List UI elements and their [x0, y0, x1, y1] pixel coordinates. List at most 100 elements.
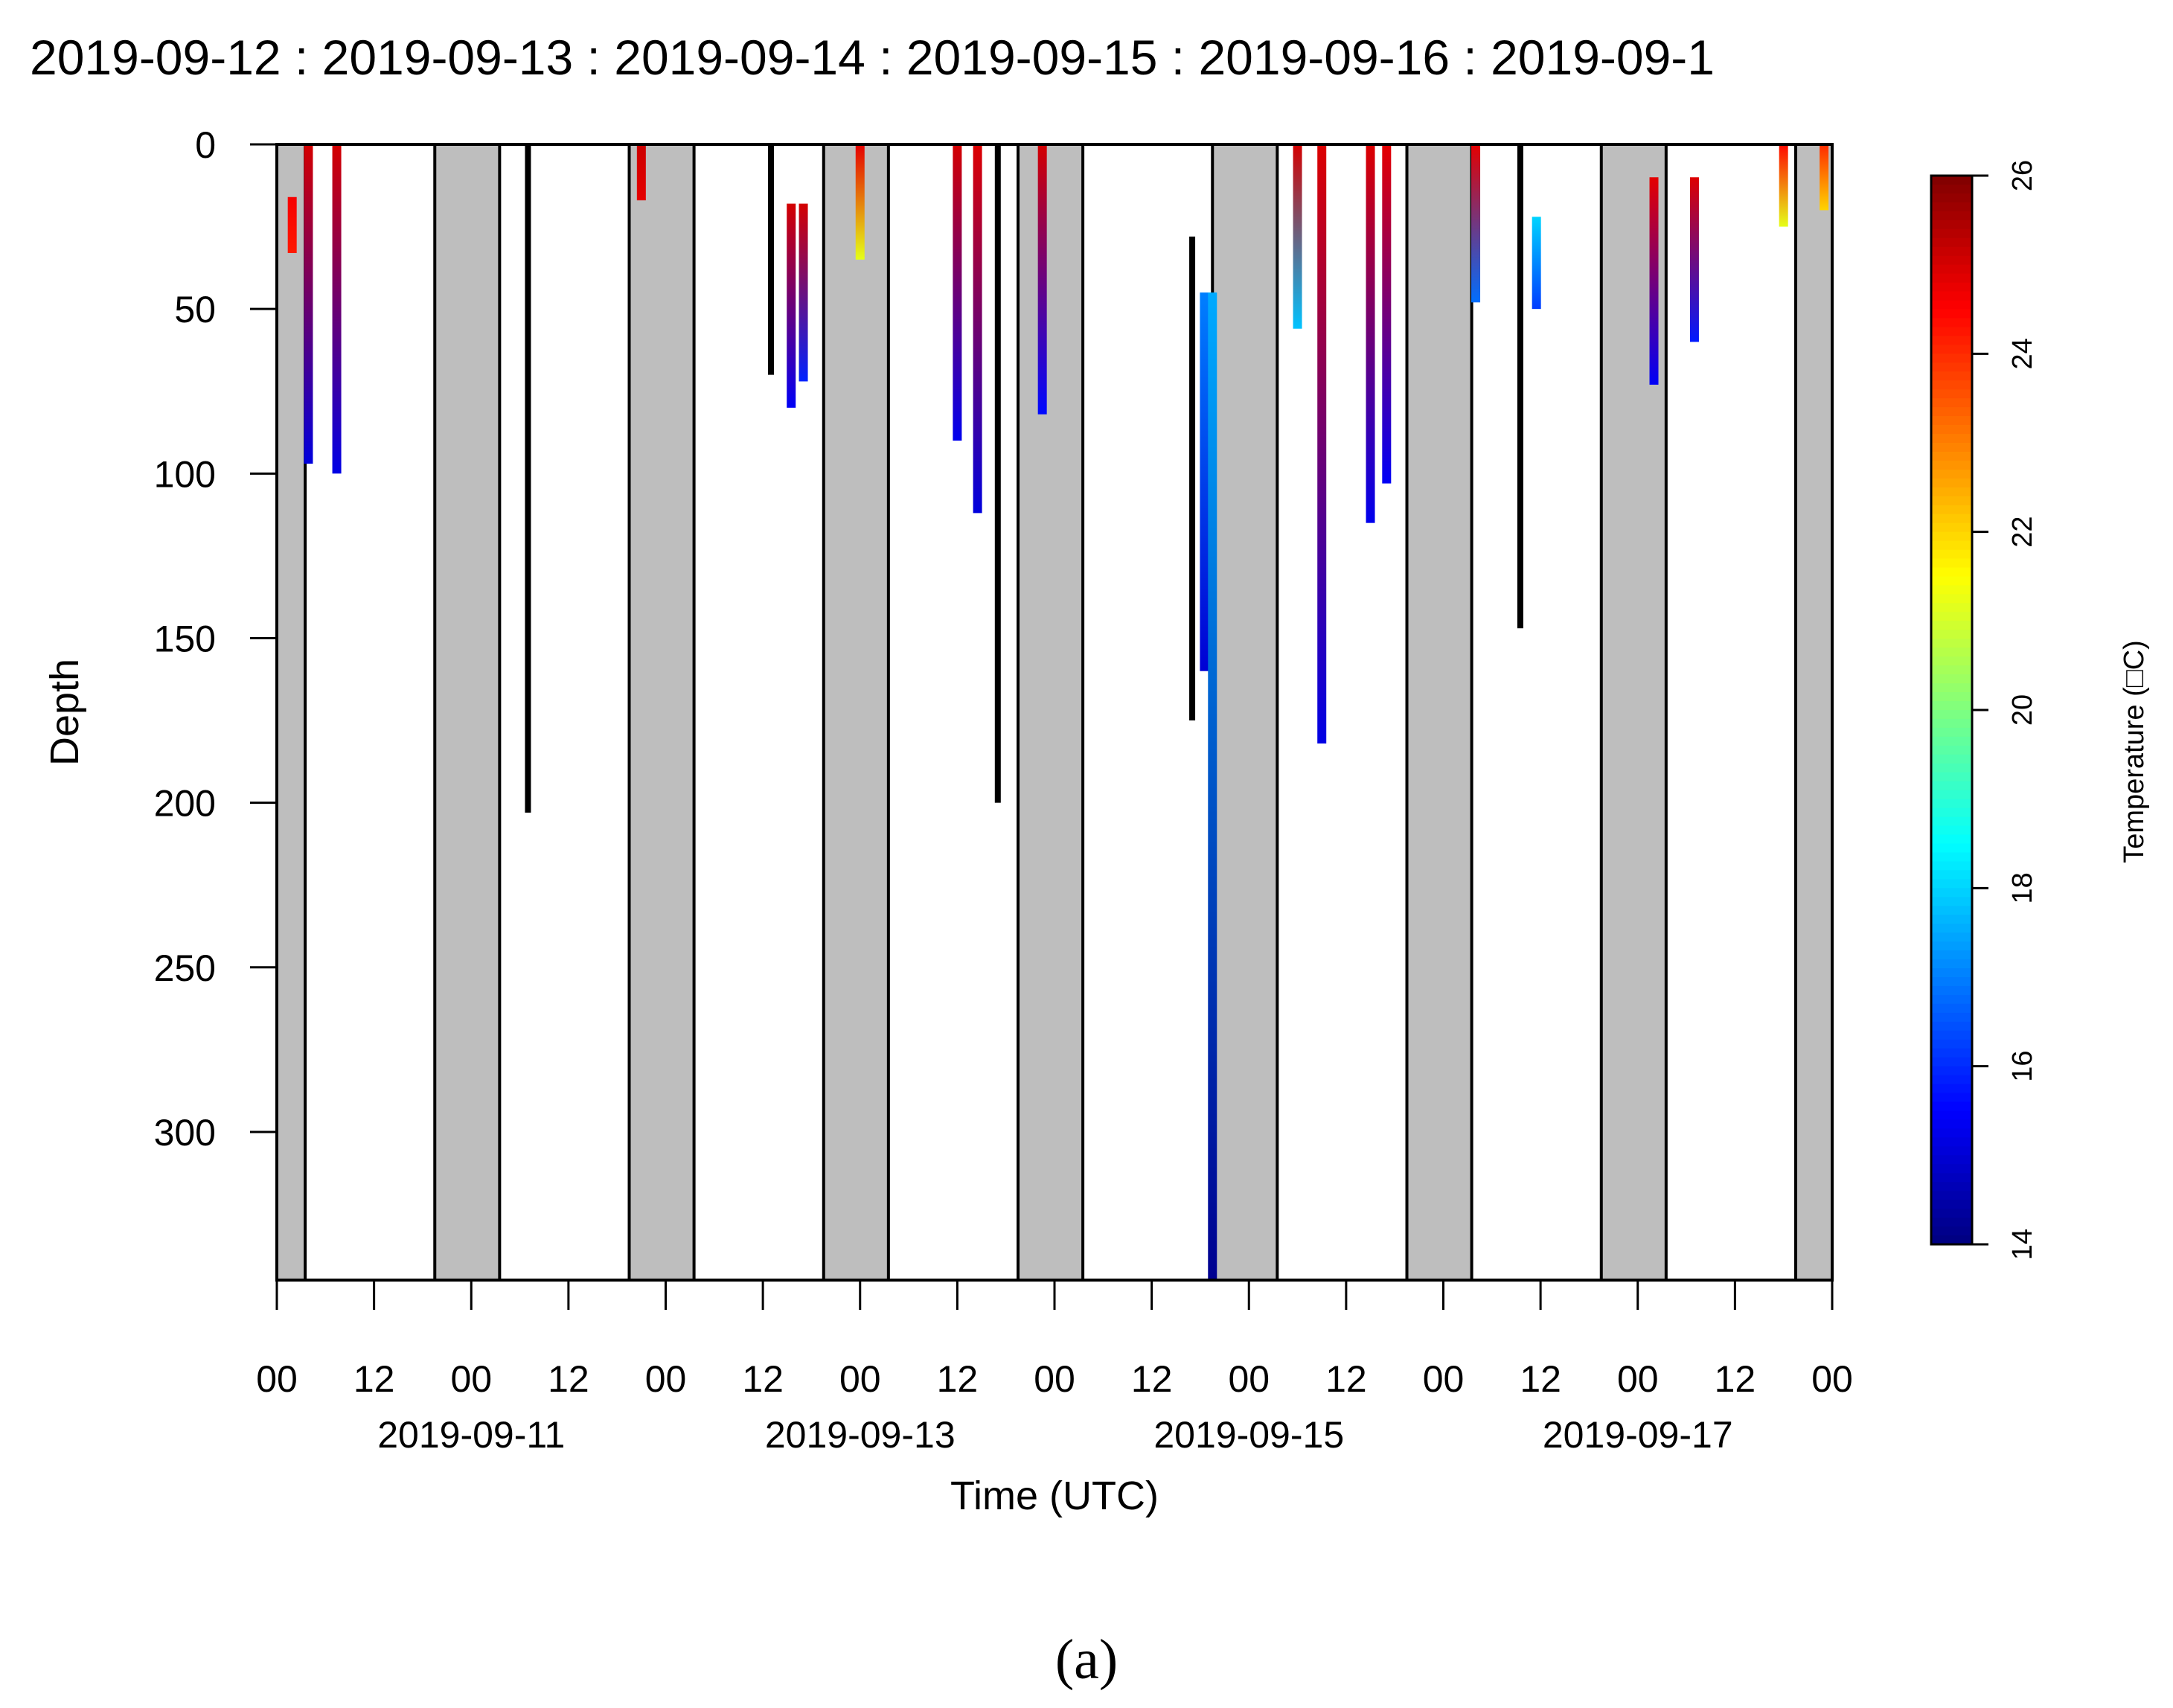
colorbar-segment [1931, 888, 1972, 898]
colorbar-segment [1931, 1039, 1972, 1049]
colorbar-segment [1931, 407, 1972, 418]
colorbar-segment [1931, 522, 1972, 533]
colorbar-segment [1931, 1110, 1972, 1121]
y-tick-label: 150 [154, 618, 216, 659]
colorbar-tick-label: 22 [2007, 516, 2038, 548]
colorbar-segment [1931, 309, 1972, 319]
x-date-label: 2019-09-13 [765, 1414, 956, 1456]
colorbar-segment [1931, 291, 1972, 301]
colorbar-segment [1931, 389, 1972, 400]
colorbar-segment [1931, 1164, 1972, 1174]
colorbar-segment [1931, 451, 1972, 461]
night-shading-band [433, 143, 502, 1282]
colorbar-segment [1931, 852, 1972, 863]
colorbar-segment [1931, 736, 1972, 746]
colorbar-segment [1931, 950, 1972, 961]
colorbar-segment [1931, 985, 1972, 996]
colorbar-segment [1931, 1012, 1972, 1023]
dive-profile-temperature [1382, 144, 1392, 484]
colorbar-segment [1931, 540, 1972, 551]
dive-profile-temperature [1208, 292, 1217, 1281]
colorbar-segment [1931, 1146, 1972, 1157]
colorbar-segment [1931, 968, 1972, 978]
colorbar-segment [1931, 558, 1972, 569]
colorbar-tick-label: 18 [2007, 872, 2038, 903]
colorbar-segment [1931, 211, 1972, 221]
dive-profile-temperature [287, 196, 297, 253]
colorbar-segment [1931, 807, 1972, 818]
colorbar-segment [1931, 656, 1972, 667]
colorbar-segment [1931, 1218, 1972, 1228]
colorbar-segment [1931, 202, 1972, 212]
x-tick-label: 12 [1131, 1358, 1173, 1400]
colorbar-segment [1931, 487, 1972, 497]
x-tick-label: 12 [1715, 1358, 1756, 1400]
colorbar-segment [1931, 531, 1972, 542]
colorbar-segment [1931, 220, 1972, 230]
dive-profile-no-temperature [1189, 236, 1196, 721]
night-shading-band [1017, 143, 1085, 1282]
dive-profile-temperature [1649, 177, 1659, 385]
night-shading-band [1405, 143, 1473, 1282]
colorbar-segment [1931, 345, 1972, 355]
colorbar-segment [1931, 1155, 1972, 1165]
colorbar-segment [1931, 1030, 1972, 1040]
y-axis: 0 50 100 150 200 250 300 [154, 124, 277, 1154]
top-date-title: 2019-09-12 : 2019-09-13 : 2019-09-14 : 2… [30, 30, 1715, 85]
dive-profile-temperature [1037, 144, 1047, 415]
colorbar-segment [1931, 692, 1972, 703]
colorbar-tick-label: 24 [2007, 338, 2038, 369]
x-tick-label: 00 [1423, 1358, 1465, 1400]
dive-profile-no-temperature [768, 144, 775, 375]
colorbar-tick-label: 26 [2007, 160, 2038, 191]
colorbar-segment [1931, 710, 1972, 720]
colorbar-segment [1931, 255, 1972, 266]
colorbar-segment [1931, 184, 1972, 194]
colorbar-segment [1931, 1003, 1972, 1014]
colorbar-segment [1931, 816, 1972, 827]
colorbar-segment [1931, 585, 1972, 595]
figure-caption: (a) [1055, 1628, 1118, 1691]
colorbar-segment [1931, 1182, 1972, 1192]
colorbar-segment [1931, 772, 1972, 782]
night-shading-band [822, 143, 890, 1282]
dive-profile-temperature [973, 144, 982, 514]
colorbar-segment [1931, 264, 1972, 275]
colorbar-segment [1931, 460, 1972, 470]
colorbar-segment [1931, 1075, 1972, 1085]
y-tick-label: 300 [154, 1112, 216, 1154]
colorbar-segment [1931, 354, 1972, 364]
dive-profile-temperature [1820, 144, 1829, 211]
x-tick-label: 12 [548, 1358, 589, 1400]
colorbar-segment [1931, 576, 1972, 586]
colorbar-segment [1931, 745, 1972, 755]
x-date-label: 2019-09-15 [1153, 1414, 1344, 1456]
colorbar-segment [1931, 701, 1972, 711]
colorbar-segment [1931, 193, 1972, 203]
colorbar-segment [1931, 603, 1972, 613]
colorbar-segment [1931, 416, 1972, 426]
x-tick-label: 00 [645, 1358, 687, 1400]
colorbar-segment [1931, 959, 1972, 970]
colorbar-segment [1931, 621, 1972, 631]
colorbar-segment [1931, 1200, 1972, 1210]
colorbar-segment [1931, 327, 1972, 337]
colorbar-segment [1931, 674, 1972, 685]
colorbar-segment [1931, 567, 1972, 578]
dive-profile-temperature [1532, 217, 1541, 310]
colorbar-segment [1931, 228, 1972, 239]
colorbar-segment [1931, 1235, 1972, 1245]
colorbar-segment [1931, 318, 1972, 328]
colorbar-segment [1931, 336, 1972, 346]
plot-area [275, 143, 1834, 1282]
colorbar-segment [1931, 371, 1972, 382]
colorbar-segment [1931, 790, 1972, 800]
x-tick-label: 00 [1617, 1358, 1659, 1400]
colorbar-segment [1931, 915, 1972, 925]
colorbar-segment [1931, 1119, 1972, 1130]
colorbar-segment [1931, 665, 1972, 676]
x-tick-label: 00 [1811, 1358, 1853, 1400]
dive-profile-no-temperature [525, 144, 531, 813]
x-tick-label: 00 [256, 1358, 298, 1400]
